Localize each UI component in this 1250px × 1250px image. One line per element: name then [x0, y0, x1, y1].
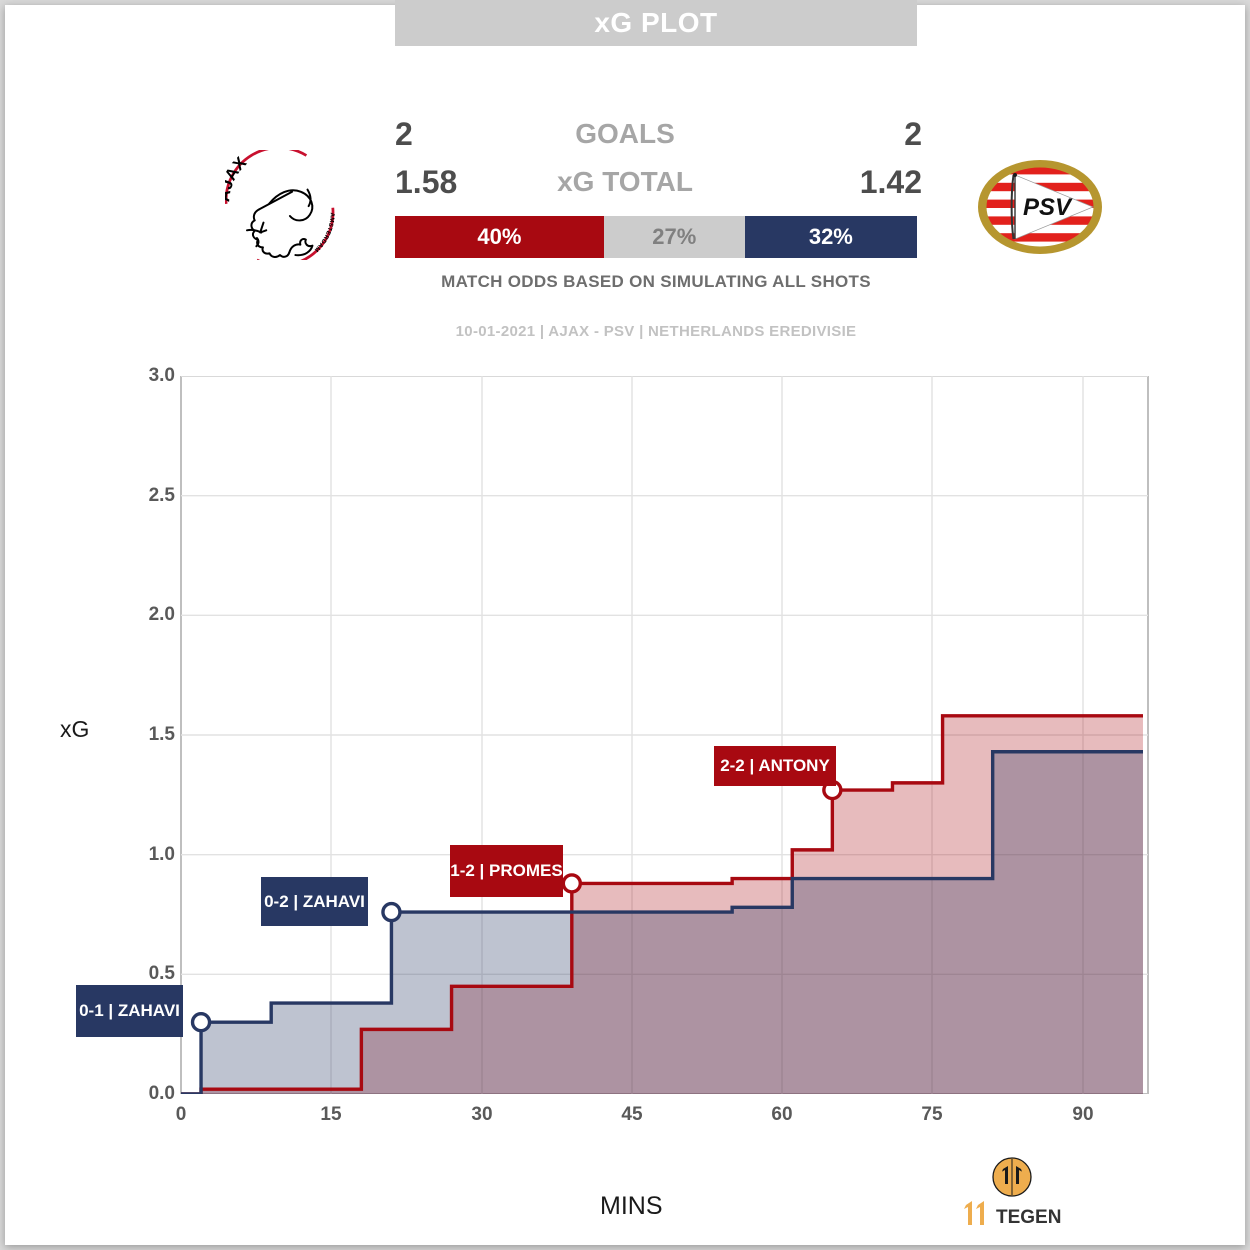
svg-text:PSV: PSV	[1023, 194, 1073, 221]
svg-text:TEGEN: TEGEN	[996, 1207, 1061, 1228]
svg-text:AMSTERDAM: AMSTERDAM	[313, 212, 335, 252]
svg-text:AJAX: AJAX	[225, 154, 250, 203]
